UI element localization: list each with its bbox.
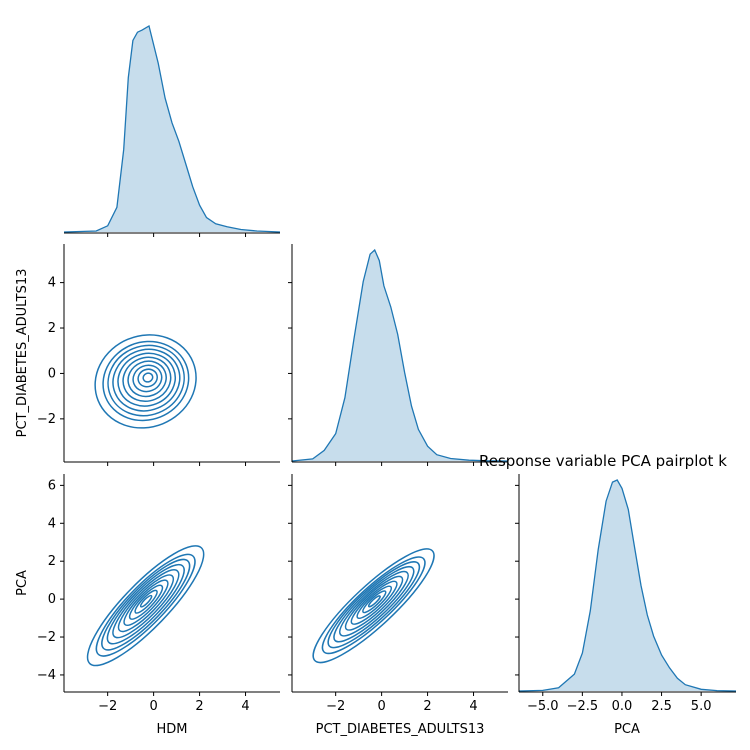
density-area-0 bbox=[64, 26, 280, 232]
contour-1-level-5 bbox=[117, 574, 175, 633]
contour-0-level-1 bbox=[102, 340, 190, 422]
chart-title: Response variable PCA pairplot k bbox=[479, 452, 727, 470]
axis-ticks: −2 0 2 4 −2 0 2 4 −4 −2 0 2 4 6 −2 0 2 4 −5.0 −2.5 0.0 2.5 5.0 bbox=[37, 233, 712, 714]
density-area-2 bbox=[519, 480, 736, 691]
contour-0-level-2 bbox=[107, 344, 185, 417]
contour-0-level-6 bbox=[127, 360, 167, 398]
contour-2-level-9 bbox=[367, 595, 381, 608]
panel-hdm-density bbox=[63, 24, 281, 233]
x-tick-label: 0 bbox=[377, 699, 385, 714]
x-tick-label: 2.5 bbox=[651, 699, 672, 714]
contour-2-level-4 bbox=[339, 570, 409, 637]
x-tick-label: 4 bbox=[469, 699, 477, 714]
y-tick-label: 0 bbox=[48, 366, 56, 381]
x-axis-label-hdm: HDM bbox=[156, 722, 187, 737]
contour-0-level-0 bbox=[94, 334, 197, 429]
panel-hdm-vs-pct-diabetes-kde bbox=[94, 334, 197, 429]
axes-spines bbox=[63, 232, 736, 693]
panel-hdm-vs-pca-kde bbox=[86, 545, 205, 667]
y-tick-label: −4 bbox=[37, 668, 56, 683]
contour-0-level-5 bbox=[122, 356, 172, 402]
contour-1-level-9 bbox=[139, 594, 153, 608]
contour-0-level-8 bbox=[137, 368, 158, 388]
density-line-0 bbox=[63, 24, 281, 233]
y-tick-label: 2 bbox=[48, 321, 56, 336]
contour-0-level-4 bbox=[117, 352, 176, 407]
y-tick-label: 6 bbox=[48, 478, 56, 493]
contour-2-level-3 bbox=[333, 565, 415, 643]
contour-2-level-0 bbox=[312, 548, 435, 664]
y-tick-label: 4 bbox=[48, 516, 56, 531]
x-tick-label: 4 bbox=[241, 699, 249, 714]
contour-1-level-2 bbox=[101, 558, 191, 651]
x-axis-label-pca: PCA bbox=[614, 722, 640, 737]
contour-1-level-7 bbox=[128, 584, 164, 620]
panel-pct-diabetes-vs-pca-kde bbox=[312, 548, 435, 664]
x-tick-label: 2 bbox=[423, 699, 431, 714]
contour-1-level-3 bbox=[106, 563, 185, 645]
x-tick-label: 2 bbox=[195, 699, 203, 714]
contour-2-level-8 bbox=[362, 590, 387, 614]
density-line-2 bbox=[518, 479, 737, 692]
contour-0-level-7 bbox=[132, 364, 163, 393]
contour-2-level-2 bbox=[327, 561, 421, 649]
x-axis-label-pct-diabetes: PCT_DIABETES_ADULTS13 bbox=[316, 722, 485, 737]
y-axis-label-pca: PCA bbox=[15, 570, 30, 596]
x-tick-label: −2 bbox=[326, 699, 345, 714]
x-tick-label: 0 bbox=[149, 699, 157, 714]
density-area-1 bbox=[292, 250, 508, 461]
y-tick-label: 2 bbox=[48, 554, 56, 569]
contour-2-level-7 bbox=[356, 585, 393, 620]
x-tick-label: −5.0 bbox=[527, 699, 559, 714]
contour-1-level-1 bbox=[95, 553, 196, 657]
y-tick-label: 0 bbox=[48, 592, 56, 607]
contour-1-level-6 bbox=[123, 579, 169, 627]
y-tick-label: −2 bbox=[37, 630, 56, 645]
contour-0-level-9 bbox=[142, 372, 154, 383]
x-tick-label: 0.0 bbox=[612, 699, 633, 714]
x-tick-label: −2.5 bbox=[567, 699, 599, 714]
y-axis-label-pct-diabetes: PCT_DIABETES_ADULTS13 bbox=[15, 269, 30, 438]
x-tick-label: −2 bbox=[98, 699, 117, 714]
density-line-1 bbox=[291, 248, 509, 462]
contour-2-level-6 bbox=[350, 580, 398, 625]
panel-pct-diabetes-density bbox=[291, 248, 509, 462]
y-tick-label: −2 bbox=[37, 412, 56, 427]
x-tick-label: 5.0 bbox=[691, 699, 712, 714]
contour-0-level-3 bbox=[112, 348, 181, 412]
y-tick-label: 4 bbox=[48, 276, 56, 291]
contour-2-level-5 bbox=[344, 575, 404, 631]
contour-2-level-1 bbox=[321, 556, 426, 655]
panel-pca-density bbox=[518, 479, 737, 692]
contour-1-level-8 bbox=[134, 589, 158, 614]
contour-1-level-0 bbox=[86, 545, 205, 667]
contour-1-level-4 bbox=[112, 569, 180, 639]
